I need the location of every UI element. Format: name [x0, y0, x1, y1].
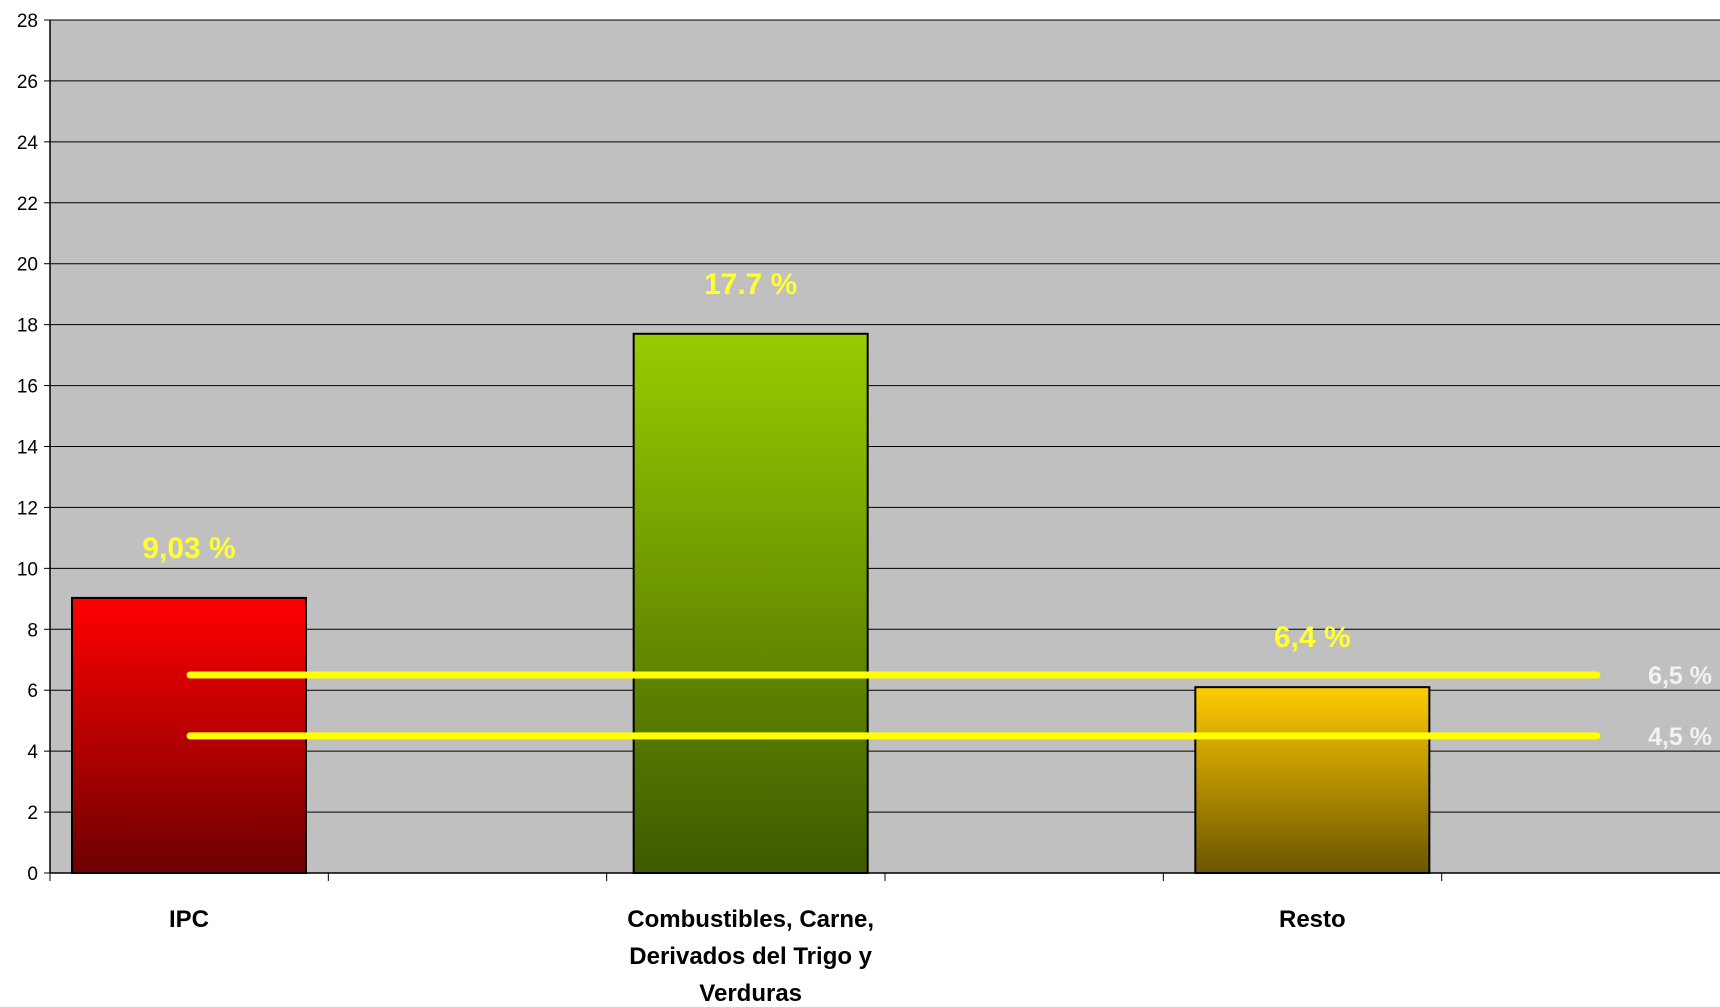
y-tick-label: 16 [17, 377, 38, 398]
category-label-2: Resto [1279, 906, 1346, 933]
y-tick-label: 8 [27, 620, 38, 641]
reference-label-0: 6,5 % [1648, 662, 1712, 690]
y-tick-label: 22 [17, 194, 38, 215]
data-label-0: 9,03 % [142, 532, 235, 565]
y-tick-label: 10 [17, 559, 38, 580]
data-label-1: 17.7 % [704, 268, 797, 301]
reference-label-1: 4,5 % [1648, 723, 1712, 751]
y-tick-label: 0 [27, 864, 38, 885]
y-tick-label: 18 [17, 316, 38, 337]
y-tick-label: 6 [27, 681, 38, 702]
y-tick-label: 26 [17, 72, 38, 93]
y-tick-label: 28 [17, 11, 38, 32]
y-tick-label: 20 [17, 255, 38, 276]
y-tick-label: 14 [17, 438, 39, 459]
category-label-0: IPC [169, 906, 209, 933]
y-tick-label: 12 [17, 498, 38, 519]
bar-2 [1194, 686, 1431, 874]
category-label-1: Derivados del Trigo y [629, 943, 872, 970]
category-label-1: Combustibles, Carne, [627, 906, 874, 933]
y-tick-label: 2 [27, 803, 38, 824]
category-label-1: Verduras [699, 980, 802, 1007]
bar-1 [632, 332, 869, 874]
data-label-2: 6,4 % [1274, 621, 1351, 654]
y-tick-label: 24 [17, 133, 39, 154]
y-tick-label: 4 [27, 742, 38, 763]
